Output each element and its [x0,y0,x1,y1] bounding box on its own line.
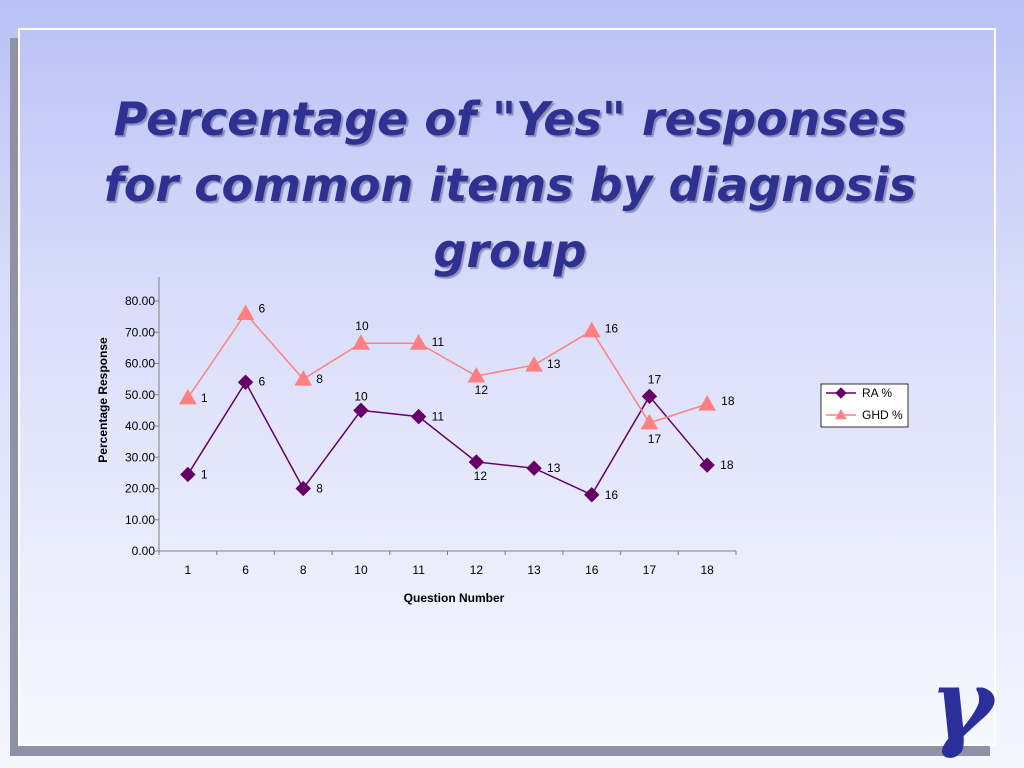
ra-point-marker [641,388,658,405]
ra-point-marker [699,457,715,473]
ra-data-label: 10 [354,389,368,403]
y-tick-label: 30.00 [125,450,155,464]
ra-data-label: 13 [547,461,561,475]
ghd-point-marker [352,334,370,350]
x-tick-label: 16 [585,563,599,577]
ghd-point-marker [582,321,601,338]
ra-point-marker [584,487,600,503]
ra-point-marker [410,408,427,425]
title-line-2: for common items by diagnosis [103,158,917,212]
legend-label-ra: RA % [862,386,892,400]
ghd-data-label: 8 [316,372,323,386]
ra-data-label: 18 [720,458,734,472]
ra-point-marker [468,454,485,470]
y-tick-label: 80.00 [125,294,155,308]
ra-point-marker [526,460,542,476]
ra-data-label: 16 [605,488,619,502]
ghd-point-marker [294,370,313,386]
y-tick-label: 50.00 [125,388,155,402]
ra-data-label: 1 [201,467,208,481]
ra-point-marker [295,480,311,497]
ghd-point-marker [640,413,659,430]
ra-data-label: 11 [432,410,445,424]
legend-marker-ghd [835,408,847,420]
y-tick-label: 20.00 [125,482,155,496]
y-tick-label: 60.00 [125,357,155,371]
ghd-data-label: 6 [259,302,266,316]
x-tick-label: 10 [354,563,368,577]
ghd-data-label: 18 [721,394,735,408]
ghd-data-label: 17 [648,432,662,446]
title-line-3: group [433,224,587,278]
ra-data-label: 17 [648,372,662,386]
series-line-ra [187,380,708,496]
ghd-point-marker [467,366,486,383]
x-tick-label: 12 [470,563,484,577]
legend-marker-ra [835,387,847,399]
ra-point-marker [353,402,369,419]
gamma-logo: γ [930,648,994,761]
legend-label-ghd: GHD % [862,408,903,422]
ghd-data-label: 11 [432,335,445,349]
ghd-data-label: 1 [201,391,208,405]
ra-data-label: 12 [474,469,488,483]
ghd-data-label: 10 [355,319,369,333]
x-tick-label: 11 [412,563,425,577]
ra-point-marker [237,374,254,390]
x-tick-label: 6 [242,563,249,577]
ra-point-marker [180,466,196,483]
x-tick-label: 8 [300,563,307,577]
slide-title: Percentage of "Yes" responses for common… [70,86,950,284]
y-tick-label: 40.00 [125,419,155,433]
series-line-ghd [187,312,708,424]
ghd-data-label: 12 [475,383,489,397]
ghd-point-marker [525,356,543,372]
ghd-point-marker [409,334,428,350]
ghd-point-marker [178,388,197,405]
title-line-1: Percentage of "Yes" responses [113,92,907,146]
y-tick-label: 0.00 [132,544,156,558]
y-tick-label: 10.00 [125,513,155,527]
ghd-data-label: 16 [605,322,619,336]
x-axis-title: Question Number [404,591,505,605]
x-tick-label: 1 [185,563,192,577]
ghd-point-marker [236,304,255,320]
x-tick-label: 18 [700,563,714,577]
legend-box [820,383,909,428]
ra-data-label: 6 [259,374,266,388]
ghd-point-marker [698,395,717,411]
y-axis-title: Percentage Response [96,337,110,463]
y-tick-label: 70.00 [125,325,155,339]
ghd-data-label: 13 [547,357,561,371]
x-tick-label: 13 [527,563,541,577]
ra-data-label: 8 [316,482,323,496]
x-tick-label: 17 [643,563,657,577]
